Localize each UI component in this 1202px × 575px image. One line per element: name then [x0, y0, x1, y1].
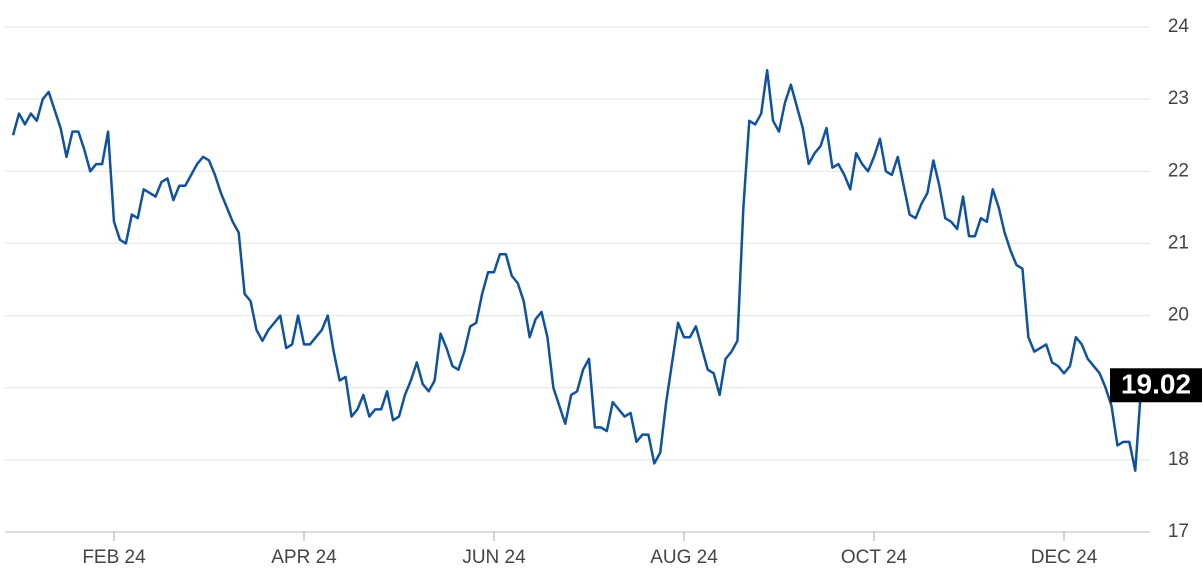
y-tick-label: 22 — [1168, 160, 1189, 181]
x-tick-label: OCT 24 — [841, 547, 908, 568]
last-value-label: 19.02 — [1121, 369, 1191, 400]
y-tick-label: 24 — [1168, 16, 1190, 37]
x-tick-label: DEC 24 — [1031, 547, 1098, 568]
x-tick-label: FEB 24 — [82, 547, 146, 568]
y-tick-label: 17 — [1168, 521, 1189, 542]
x-tick-label: AUG 24 — [650, 547, 718, 568]
y-tick-label: 23 — [1168, 88, 1189, 109]
y-tick-label: 20 — [1168, 305, 1189, 326]
y-tick-label: 18 — [1168, 449, 1189, 470]
x-tick-label: JUN 24 — [462, 547, 526, 568]
price-line — [11, 69, 1143, 472]
x-tick-label: APR 24 — [271, 547, 337, 568]
last-value-box — [1110, 368, 1202, 403]
y-tick-label: 21 — [1168, 232, 1189, 253]
